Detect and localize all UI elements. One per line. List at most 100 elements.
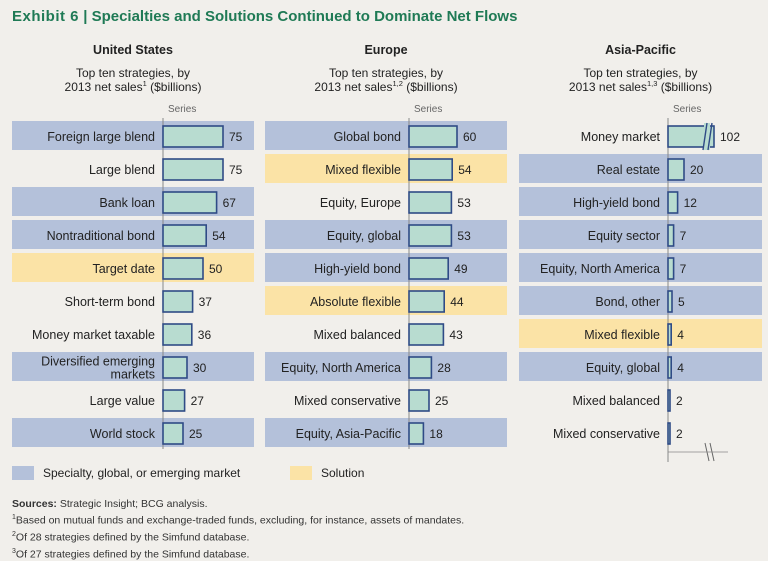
panel-subtitle-line2: 2013 net sales1 ($billions) [65, 79, 202, 94]
bar [408, 125, 458, 148]
bar [667, 191, 679, 214]
series-label: Series [414, 104, 442, 115]
category-label: Absolute flexible [310, 295, 401, 309]
category-label: Mixed conservative [553, 427, 660, 441]
exhibit-title: Exhibit 6 | Specialties and Solutions Co… [12, 8, 517, 25]
data-label: 25 [189, 427, 203, 441]
bar [162, 290, 194, 313]
data-label: 25 [435, 394, 449, 408]
bar [162, 356, 188, 379]
data-label: 67 [223, 196, 237, 210]
band-specialty [265, 253, 507, 282]
bar [408, 356, 433, 379]
bar [667, 125, 715, 148]
panel-subtitle-line1: Top ten strategies, by [329, 66, 443, 80]
data-label: 102 [720, 130, 740, 144]
data-label: 2 [676, 427, 683, 441]
data-label: 7 [680, 229, 687, 243]
bar [162, 422, 184, 445]
bar [162, 224, 208, 247]
category-label: World stock [90, 427, 156, 441]
band-solution [265, 154, 507, 183]
data-label: 27 [191, 394, 205, 408]
category-label: Bond, other [595, 295, 660, 309]
category-label: Diversified emerging markets [41, 355, 155, 382]
bar [162, 389, 186, 412]
category-label: Money market [581, 130, 661, 144]
title-separator: | [83, 8, 88, 25]
data-label: 4 [677, 328, 684, 342]
panel-subtitle-line2: 2013 net sales1,2 ($billions) [314, 79, 457, 94]
data-label: 43 [449, 328, 463, 342]
bar-break-gap [704, 123, 710, 150]
bar-break-mark [707, 122, 713, 151]
panel-title: Europe [364, 43, 407, 57]
band-specialty [265, 121, 507, 150]
data-label: 54 [458, 163, 472, 177]
panel-subtitle-line2: 2013 net sales1,3 ($billions) [569, 79, 712, 94]
band-specialty [12, 418, 254, 447]
band-specialty [265, 418, 507, 447]
bar [667, 356, 673, 379]
sources-text: Strategic Insight; BCG analysis. [59, 498, 208, 510]
band-specialty [519, 220, 762, 249]
footnotes: Sources: Strategic Insight; BCG analysis… [12, 498, 464, 561]
data-label: 18 [429, 427, 443, 441]
bar [408, 323, 445, 346]
category-label: Short-term bond [65, 295, 155, 309]
data-label: 50 [209, 262, 223, 276]
band-solution [265, 286, 507, 315]
footnote-3: 3Of 27 strategies defined by the Simfund… [12, 547, 250, 561]
category-label: Equity, North America [540, 262, 660, 276]
band-specialty [519, 154, 762, 183]
bar-break-mark [702, 122, 708, 151]
bar [162, 125, 224, 148]
exhibit-number: Exhibit 6 [12, 8, 80, 25]
legend-label-solution: Solution [321, 466, 364, 480]
category-label: High-yield bond [314, 262, 401, 276]
category-label: Large blend [89, 163, 155, 177]
data-label: 53 [457, 229, 471, 243]
category-label: Target date [92, 262, 155, 276]
data-label: 36 [198, 328, 212, 342]
data-label: 37 [199, 295, 213, 309]
bar [408, 389, 430, 412]
band-specialty [519, 352, 762, 381]
band-solution [12, 253, 254, 282]
data-label: 75 [229, 163, 243, 177]
data-label: 7 [680, 262, 687, 276]
bar [667, 290, 673, 313]
bar [667, 389, 671, 412]
data-label: 60 [463, 130, 477, 144]
bar [162, 323, 193, 346]
category-label: Equity, Europe [320, 196, 401, 210]
data-label: 28 [437, 361, 451, 375]
bar [408, 257, 450, 280]
band-specialty [519, 187, 762, 216]
bar [667, 158, 685, 181]
bar [162, 158, 224, 181]
footnote-1: 1Based on mutual funds and exchange-trad… [12, 514, 465, 527]
data-label: 49 [454, 262, 468, 276]
category-label: Foreign large blend [47, 130, 155, 144]
bar [162, 257, 204, 280]
category-label: Nontraditional bond [47, 229, 155, 243]
category-label: High-yield bond [573, 196, 660, 210]
band-specialty [519, 253, 762, 282]
band-specialty [519, 286, 762, 315]
panel-title: Asia-Pacific [605, 43, 676, 57]
legend-label-specialty: Specialty, global, or emerging market [43, 466, 241, 480]
panel-1: United States Top ten strategies, by2013 … [12, 43, 254, 449]
data-label: 53 [457, 196, 471, 210]
band-solution [519, 319, 762, 348]
legend-swatch-specialty [12, 466, 34, 480]
data-label: 20 [690, 163, 704, 177]
band-specialty [265, 220, 507, 249]
bar [408, 158, 454, 181]
data-label: 75 [229, 130, 243, 144]
category-label: Large value [90, 394, 155, 408]
data-label: 2 [676, 394, 683, 408]
